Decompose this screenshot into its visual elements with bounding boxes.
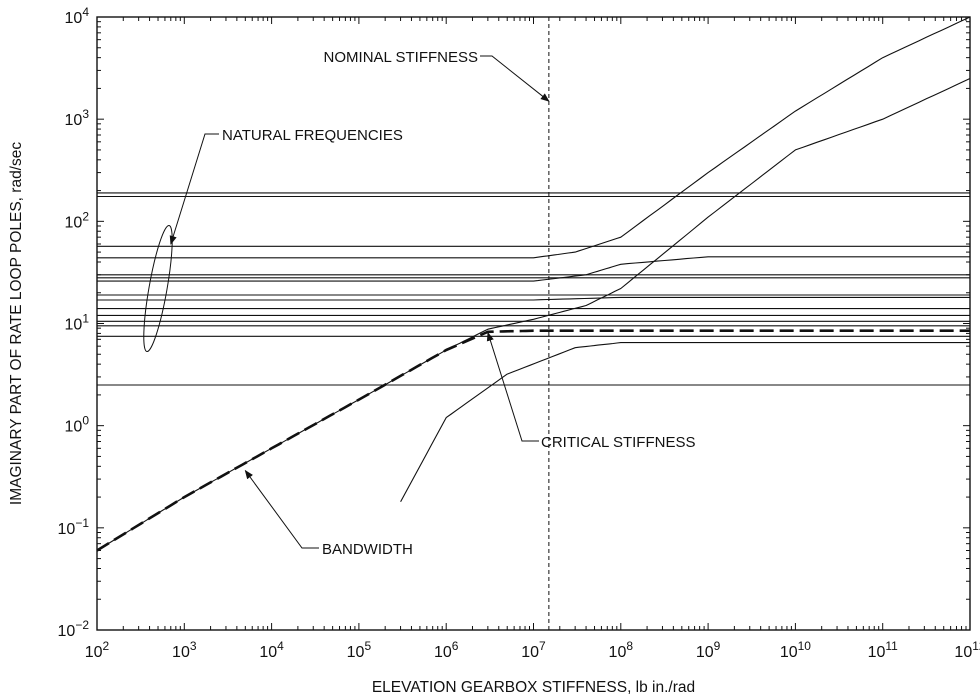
pole-line-13 (97, 256, 970, 282)
pole-line-14 (97, 296, 970, 301)
y-tick-labels: 10−2 10−1 100 101 102 103 104 (58, 5, 90, 640)
annotation-critical-stiffness-arrow (486, 331, 539, 442)
plot-frame (96, 16, 971, 631)
x-tick-label: 104 (259, 639, 284, 661)
x-tick-label: 107 (521, 639, 546, 661)
pole-line-17 (400, 342, 970, 503)
pole-line-15 (96, 78, 971, 551)
y-axis-label: IMAGINARY PART OF RATE LOOP POLES, rad/s… (8, 142, 25, 505)
x-tick-label: 102 (85, 639, 110, 661)
annotations: NOMINAL STIFFNESS NATURAL FREQUENCIES CR… (143, 49, 695, 558)
y-tick-label: 103 (65, 107, 90, 129)
y-tick-label: 104 (65, 5, 90, 27)
y-tick-label: 100 (65, 414, 90, 436)
x-tick-label: 103 (172, 639, 197, 661)
pole-line-12 (97, 16, 971, 259)
annotation-natural-frequencies-arrow (169, 133, 219, 245)
x-tick-label: 106 (434, 639, 459, 661)
natural-frequencies-ellipse (143, 224, 173, 353)
annotation-nominal-stiffness-arrow (480, 55, 550, 102)
annotation-nominal-stiffness: NOMINAL STIFFNESS (324, 49, 478, 66)
x-axis-label: ELEVATION GEARBOX STIFFNESS, lb in./rad (372, 679, 695, 696)
x-tick-label: 1012 (954, 639, 980, 661)
y-tick-label: 10−1 (58, 516, 90, 538)
x-tick-labels: 102 103 104 105 106 107 108 109 1010 1011 1012 (85, 639, 980, 661)
x-tick-label: 108 (609, 639, 634, 661)
x-tick-label: 1011 (868, 639, 899, 661)
y-tick-label: 101 (65, 312, 90, 334)
annotation-critical-stiffness: CRITICAL STIFFNESS (541, 434, 695, 451)
y-tick-label: 102 (65, 209, 90, 231)
x-tick-label: 1010 (780, 639, 811, 661)
y-tick-label: 10−2 (58, 618, 90, 640)
annotation-bandwidth-arrow (244, 469, 319, 549)
x-tick-label: 105 (347, 639, 372, 661)
x-tick-label: 109 (696, 639, 721, 661)
axis-ticks (96, 16, 971, 631)
series-group (96, 16, 971, 552)
bandwidth-dashed-line (96, 329, 970, 552)
annotation-bandwidth: BANDWIDTH (322, 541, 413, 558)
annotation-natural-frequencies: NATURAL FREQUENCIES (222, 127, 403, 144)
